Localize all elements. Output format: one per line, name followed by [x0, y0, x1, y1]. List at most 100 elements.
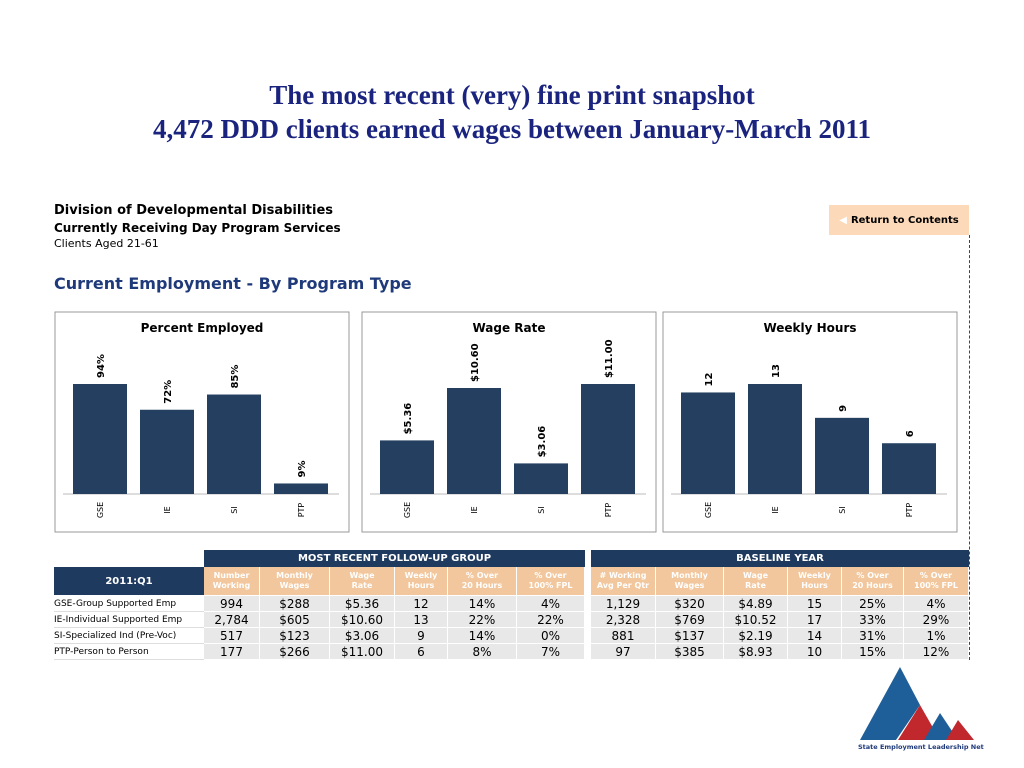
- dashed-border: [969, 235, 970, 660]
- cell: 12: [395, 596, 448, 612]
- value-label: 72%: [163, 380, 174, 404]
- cell: 12%: [904, 644, 969, 660]
- bar: [447, 388, 501, 494]
- header-line: Monthly: [276, 571, 313, 580]
- cell: 10: [788, 644, 842, 660]
- cell: $10.60: [330, 612, 395, 628]
- x-tick-label: PTP: [297, 503, 306, 518]
- cell: 0%: [517, 628, 585, 644]
- value-label: $11.00: [604, 339, 615, 378]
- cell: 22%: [517, 612, 585, 628]
- x-tick-label: GSE: [96, 502, 105, 518]
- header-line: Weekly: [798, 571, 831, 580]
- value-label: 6: [905, 430, 916, 437]
- logo: State Employment Leadership Network: [858, 667, 984, 751]
- bar: [380, 440, 434, 494]
- section-title: Current Employment - By Program Type: [54, 274, 412, 293]
- cell: $385: [656, 644, 724, 660]
- header-line: % Over: [465, 571, 499, 580]
- cell: $605: [260, 612, 330, 628]
- header-line: Wages: [279, 581, 310, 590]
- cell: 6: [395, 644, 448, 660]
- x-tick-label: SI: [838, 506, 847, 513]
- column-header: % Over 20 Hours: [448, 567, 517, 595]
- x-tick-label: PTP: [905, 503, 914, 518]
- cell: 29%: [904, 612, 969, 628]
- x-tick-label: GSE: [403, 502, 412, 518]
- charts: Percent Employed 94% GSE 72% IE 85% SI 9% PTP Wag…: [54, 311, 958, 533]
- logo-text: State Employment Leadership Network: [858, 743, 984, 751]
- column-header: % Over 100% FPL: [517, 567, 585, 595]
- x-tick-label: GSE: [704, 502, 713, 518]
- cell: 14%: [448, 628, 517, 644]
- cell: 14: [788, 628, 842, 644]
- bar: [514, 463, 568, 494]
- header-line: # Working: [599, 571, 647, 580]
- cell: 994: [204, 596, 260, 612]
- cell: 4%: [904, 596, 969, 612]
- cell: $8.93: [724, 644, 788, 660]
- header-line: 20 Hours: [461, 581, 503, 590]
- cell: $4.89: [724, 596, 788, 612]
- value-label: 94%: [96, 354, 107, 378]
- chart-title: Weekly Hours: [763, 321, 856, 335]
- corner-header: 2011:Q1: [54, 567, 204, 595]
- x-tick-label: IE: [163, 506, 172, 513]
- cell: 881: [591, 628, 656, 644]
- group-header: MOST RECENT FOLLOW-UP GROUP: [204, 550, 585, 567]
- cell: 177: [204, 644, 260, 660]
- header-line: Avg Per Qtr: [596, 581, 650, 590]
- column-header: % Over 100% FPL: [904, 567, 969, 595]
- cell: 2,328: [591, 612, 656, 628]
- value-label: $5.36: [403, 403, 414, 435]
- header-line: % Over: [856, 571, 889, 580]
- header-line: Weekly: [404, 571, 438, 580]
- column-header: # Working Avg Per Qtr: [591, 567, 656, 595]
- header-line: Hours: [801, 581, 828, 590]
- value-label: $10.60: [470, 343, 481, 382]
- column-header: Number Working: [204, 567, 260, 595]
- cell: 14%: [448, 596, 517, 612]
- return-button[interactable]: ◀ Return to Contents: [829, 205, 969, 235]
- cell: $137: [656, 628, 724, 644]
- bar: [882, 443, 936, 494]
- cell: $5.36: [330, 596, 395, 612]
- cell: $3.06: [330, 628, 395, 644]
- column-header: Monthly Wages: [260, 567, 330, 595]
- cell: $10.52: [724, 612, 788, 628]
- row-label: IE-Individual Supported Emp: [54, 612, 204, 628]
- column-header: Wage Rate: [330, 567, 395, 595]
- header-line: Hours: [407, 581, 435, 590]
- cell: $288: [260, 596, 330, 612]
- cell: 8%: [448, 644, 517, 660]
- chart-title: Percent Employed: [141, 321, 264, 335]
- column-header: Weekly Hours: [788, 567, 842, 595]
- title-line1: The most recent (very) fine print snapsh…: [269, 80, 755, 110]
- header-line: Wages: [674, 581, 705, 590]
- x-tick-label: SI: [537, 506, 546, 513]
- value-label: 85%: [230, 365, 241, 389]
- x-tick-label: SI: [230, 506, 239, 513]
- column-header: Monthly Wages: [656, 567, 724, 595]
- bar: [815, 417, 869, 494]
- org-line: Division of Developmental Disabilities: [54, 203, 334, 218]
- cell: 7%: [517, 644, 585, 660]
- value-label: 13: [771, 364, 782, 378]
- header-line: Wage: [742, 571, 769, 580]
- cell: 22%: [448, 612, 517, 628]
- bar: [681, 392, 735, 494]
- value-label: $3.06: [537, 426, 548, 458]
- logo-shape: [860, 667, 920, 740]
- group-header: BASELINE YEAR: [591, 550, 969, 567]
- cell: 31%: [842, 628, 904, 644]
- cell: 33%: [842, 612, 904, 628]
- x-tick-label: IE: [470, 506, 479, 513]
- cell: $266: [260, 644, 330, 660]
- cell: $2.19: [724, 628, 788, 644]
- cell: $320: [656, 596, 724, 612]
- bar: [140, 409, 194, 494]
- org-line: Currently Receiving Day Program Services: [54, 221, 341, 235]
- chart-title: Wage Rate: [472, 321, 545, 335]
- cell: $769: [656, 612, 724, 628]
